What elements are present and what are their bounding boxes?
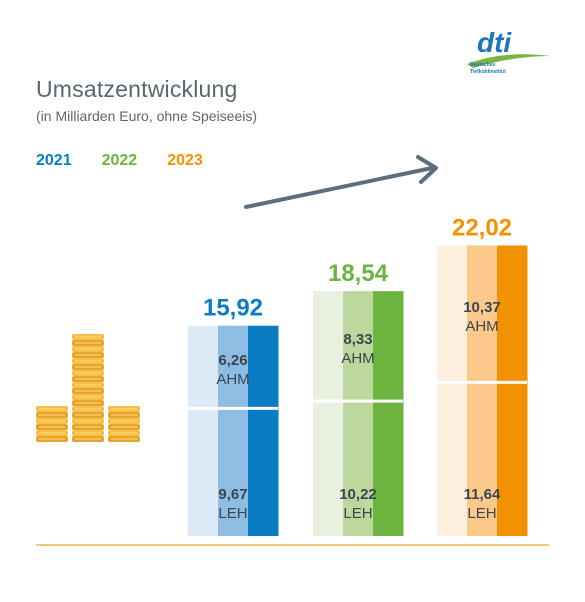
bar-2023-strip-1 — [467, 245, 498, 536]
coin-stacks-icon — [36, 334, 140, 442]
segment-divider — [313, 399, 403, 403]
logo-line1: Deutsches — [470, 62, 496, 68]
logo-wordmark: dti — [477, 28, 512, 58]
legend: 2021 2022 2023 — [36, 152, 203, 170]
bar-2023-strip-2 — [497, 245, 528, 536]
bars: 15,926,26AHM9,67LEH18,548,33AHM10,22LEH2… — [188, 214, 528, 536]
trend-arrow — [244, 155, 438, 209]
bar-2022-strip-0 — [313, 291, 344, 536]
chart-title: Umsatzentwicklung — [36, 76, 238, 102]
segment-divider — [188, 406, 278, 410]
bar-2021-strip-1 — [218, 325, 249, 536]
bar-2021-strip-0 — [188, 325, 219, 536]
logo-line2: Tiefkühlinstitut — [470, 69, 506, 75]
legend-item-2022: 2022 — [101, 152, 138, 169]
ahm-name-2023: AHM — [465, 318, 498, 335]
dti-logo: dti — [467, 28, 551, 68]
chart-subtitle: (in Milliarden Euro, ohne Speiseeis) — [36, 108, 257, 124]
bar-2022-strip-2 — [373, 291, 404, 536]
ahm-value-2023: 10,37 — [463, 299, 501, 316]
leh-value-2021: 9,67 — [218, 486, 247, 503]
total-label-2023: 22,02 — [452, 214, 512, 241]
bar-group-2021: 15,92 6,26 AHM 9,67 LEH — [188, 295, 279, 536]
bar-2022-strip-1 — [343, 291, 374, 536]
logo-swoosh — [467, 54, 551, 68]
leh-name-2022: LEH — [343, 505, 372, 522]
legend-item-2023: 2023 — [167, 152, 203, 169]
bar-2021-strip-2 — [248, 325, 279, 536]
leh-name-2021: LEH — [218, 505, 247, 522]
segment-divider — [437, 380, 527, 384]
bar-2023-strip-0 — [437, 245, 468, 536]
legend-item-2021: 2021 — [36, 152, 72, 169]
ahm-value-2021: 6,26 — [218, 352, 247, 369]
ahm-name-2022: AHM — [341, 350, 374, 367]
leh-value-2023: 11,64 — [464, 486, 501, 503]
bar-group-2023: 22,02 10,37 AHM 11,64 LEH — [437, 214, 528, 536]
ahm-value-2022: 8,33 — [343, 331, 372, 348]
leh-name-2023: LEH — [467, 505, 496, 522]
leh-value-2022: 10,22 — [339, 486, 377, 503]
total-label-2021: 15,92 — [203, 295, 263, 322]
total-label-2022: 18,54 — [328, 260, 389, 287]
ahm-name-2021: AHM — [216, 371, 249, 388]
bar-group-2022: 18,54 8,33 AHM 10,22 LEH — [313, 260, 404, 536]
